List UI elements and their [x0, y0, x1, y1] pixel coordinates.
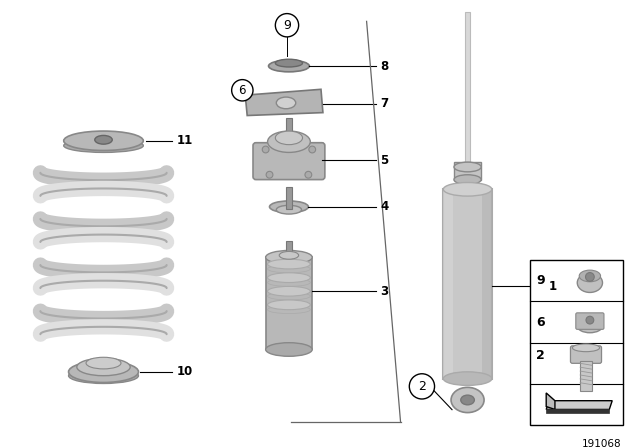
Circle shape [309, 146, 316, 153]
Ellipse shape [579, 270, 600, 282]
Ellipse shape [269, 201, 308, 213]
Polygon shape [546, 401, 612, 409]
Ellipse shape [276, 205, 301, 214]
Text: 4: 4 [380, 200, 388, 213]
Circle shape [305, 171, 312, 178]
Ellipse shape [454, 175, 481, 185]
Ellipse shape [268, 292, 310, 300]
FancyBboxPatch shape [576, 313, 604, 329]
Polygon shape [546, 393, 555, 409]
Ellipse shape [68, 361, 138, 383]
Bar [266, 257, 312, 349]
Text: 191068: 191068 [581, 439, 621, 448]
Ellipse shape [276, 97, 296, 109]
Bar [444, 190, 453, 379]
Text: 7: 7 [380, 97, 388, 110]
Text: 1: 1 [549, 280, 557, 293]
Circle shape [275, 13, 299, 37]
Ellipse shape [268, 300, 310, 310]
Bar [580, 362, 592, 391]
Bar [482, 190, 492, 379]
Text: 6: 6 [239, 84, 246, 97]
Text: 10: 10 [177, 365, 193, 378]
Circle shape [586, 316, 594, 324]
Ellipse shape [268, 259, 310, 269]
Ellipse shape [64, 131, 143, 151]
Bar [546, 409, 609, 414]
Ellipse shape [266, 250, 312, 264]
Text: 3: 3 [380, 285, 388, 298]
Ellipse shape [268, 286, 310, 296]
Ellipse shape [454, 162, 481, 172]
Text: 2: 2 [418, 380, 426, 393]
Circle shape [410, 374, 435, 399]
Ellipse shape [68, 368, 138, 383]
Circle shape [232, 80, 253, 101]
Ellipse shape [577, 319, 602, 333]
Ellipse shape [86, 357, 121, 369]
Text: 2: 2 [536, 349, 545, 362]
Text: 9: 9 [536, 274, 545, 287]
Polygon shape [245, 89, 323, 116]
Text: 8: 8 [380, 60, 388, 73]
Ellipse shape [64, 139, 143, 152]
Ellipse shape [461, 395, 474, 405]
Circle shape [266, 171, 273, 178]
FancyBboxPatch shape [570, 346, 602, 363]
Ellipse shape [266, 343, 312, 356]
Ellipse shape [275, 59, 303, 67]
Ellipse shape [444, 182, 492, 196]
FancyBboxPatch shape [253, 143, 325, 180]
Ellipse shape [268, 131, 310, 152]
Circle shape [262, 146, 269, 153]
Ellipse shape [77, 358, 130, 376]
Text: 6: 6 [536, 315, 545, 328]
Ellipse shape [268, 265, 310, 273]
Bar [444, 190, 492, 379]
Ellipse shape [268, 306, 310, 314]
Ellipse shape [269, 60, 309, 72]
Bar [286, 187, 292, 209]
Ellipse shape [577, 273, 602, 293]
Bar [285, 118, 292, 142]
Text: 5: 5 [380, 154, 388, 167]
Ellipse shape [268, 273, 310, 283]
Bar [465, 12, 470, 167]
Ellipse shape [572, 344, 600, 352]
Ellipse shape [279, 251, 299, 259]
Ellipse shape [268, 279, 310, 286]
Ellipse shape [444, 372, 492, 385]
Text: 9: 9 [283, 19, 291, 32]
Circle shape [586, 272, 595, 281]
Bar [454, 162, 481, 180]
Ellipse shape [95, 135, 112, 144]
Ellipse shape [451, 388, 484, 413]
Bar [530, 260, 623, 425]
Ellipse shape [275, 131, 303, 145]
Text: 11: 11 [177, 134, 193, 147]
Bar [286, 241, 292, 258]
